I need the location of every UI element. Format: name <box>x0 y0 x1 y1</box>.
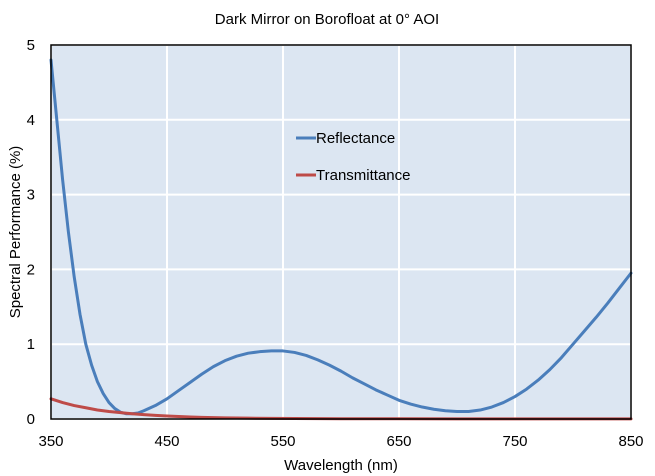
x-tick-label: 750 <box>502 433 527 450</box>
y-tick-label: 1 <box>27 336 35 353</box>
y-tick-label: 0 <box>27 411 35 428</box>
y-tick-label: 5 <box>27 37 35 54</box>
y-tick-label: 3 <box>27 187 35 204</box>
x-tick-label: 350 <box>38 433 63 450</box>
series-line-reflectance <box>49 58 633 416</box>
legend: Reflectance Transmittance <box>296 130 410 184</box>
y-tick-label: 4 <box>27 112 35 129</box>
y-tick-label: 2 <box>27 261 35 278</box>
x-tick-label: 450 <box>154 433 179 450</box>
x-tick-label: 550 <box>270 433 295 450</box>
y-tick-labels: 0 1 2 3 4 5 <box>27 37 35 428</box>
x-axis-label: Wavelength (nm) <box>284 457 398 474</box>
x-tick-labels: 350 450 550 650 750 850 <box>38 433 643 450</box>
plot-border <box>50 44 632 420</box>
legend-label-reflectance: Reflectance <box>316 130 395 147</box>
legend-label-transmittance: Transmittance <box>316 167 410 184</box>
chart-title: Dark Mirror on Borofloat at 0° AOI <box>215 11 439 28</box>
y-axis-label: Spectral Performance (%) <box>7 146 24 319</box>
x-tick-label: 850 <box>618 433 643 450</box>
plot-area <box>51 45 631 419</box>
x-tick-label: 650 <box>386 433 411 450</box>
